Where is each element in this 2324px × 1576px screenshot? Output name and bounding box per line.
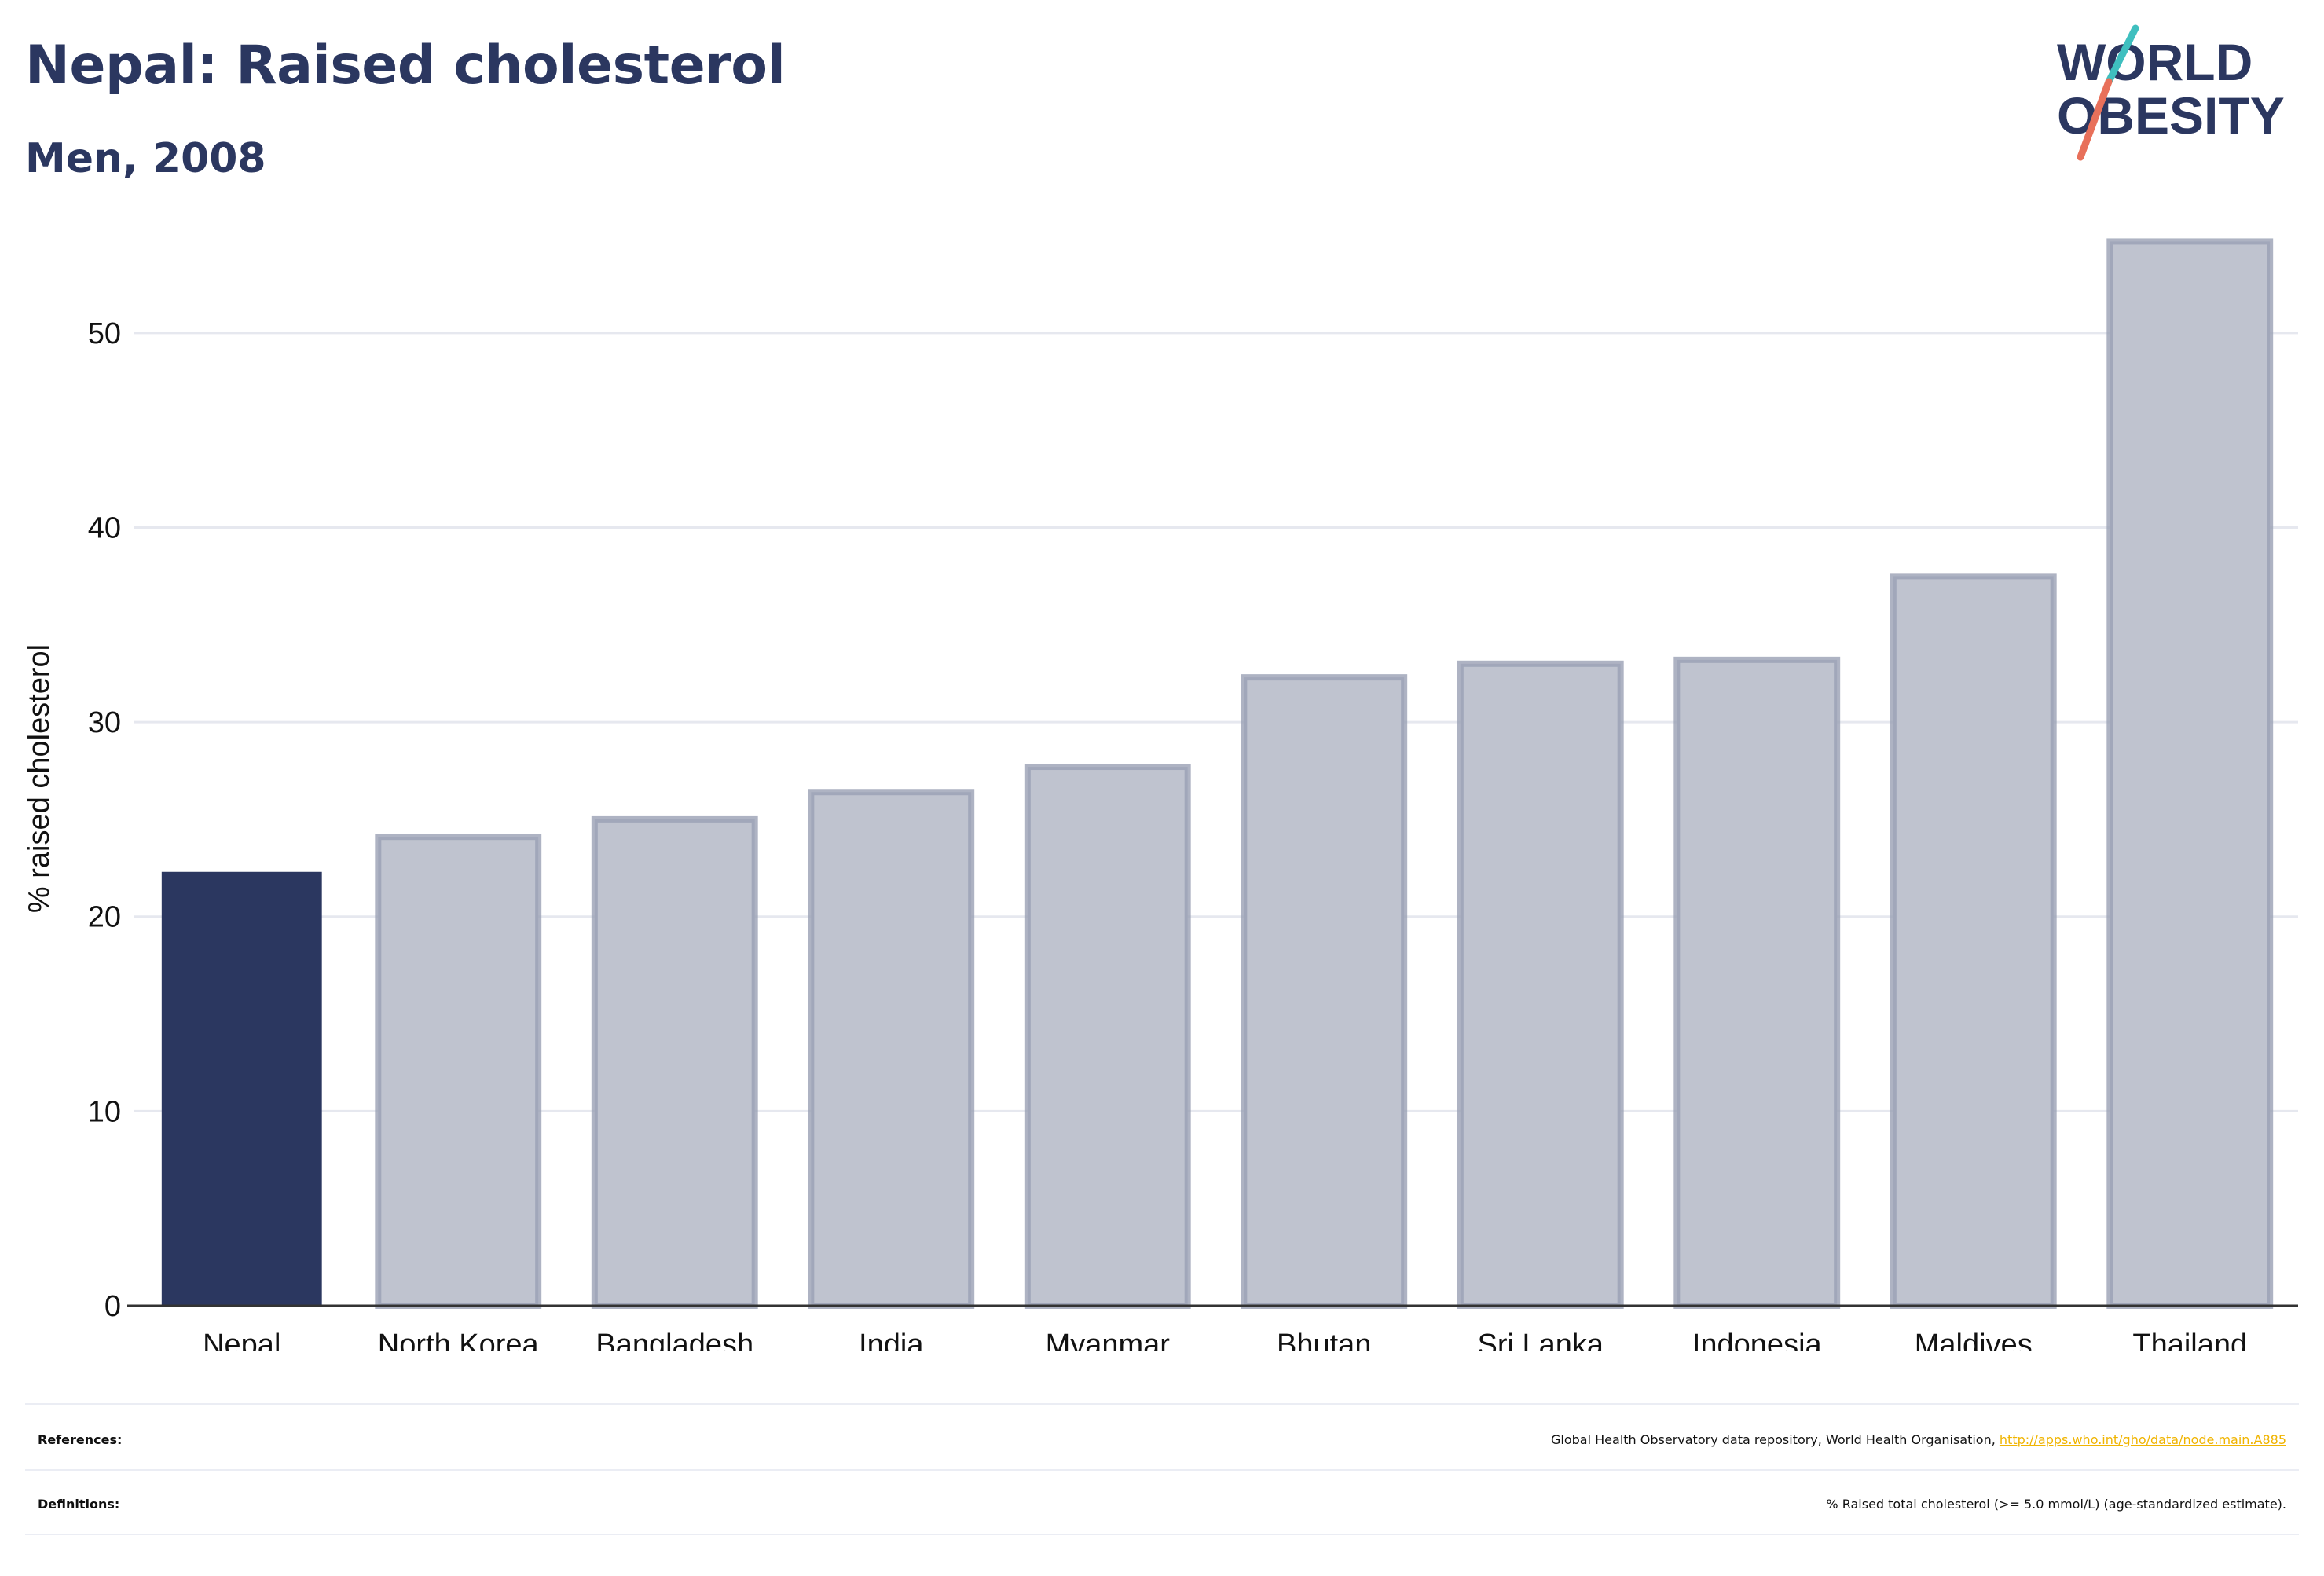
definitions-row: Definitions: % Raised total cholesterol …: [25, 1472, 2299, 1535]
bar-bhutan: [1241, 674, 1408, 1309]
x-tick-label: Bhutan: [1277, 1329, 1371, 1351]
references-label: References:: [38, 1431, 123, 1447]
y-tick-label: 50: [88, 317, 121, 350]
logo-slash-teal: [2105, 24, 2139, 86]
logo-slash-coral: [2077, 78, 2113, 161]
x-tick-label: Nepal: [203, 1329, 280, 1351]
y-tick-label: 10: [88, 1095, 121, 1128]
y-tick-label: 0: [104, 1290, 121, 1323]
references-text: Global Health Observatory data repositor…: [1551, 1431, 2000, 1447]
x-tick-label: Thailand: [2132, 1329, 2247, 1351]
bar-india: [808, 789, 975, 1309]
definitions-label: Definitions:: [38, 1496, 120, 1512]
definitions-value: % Raised total cholesterol (>= 5.0 mmol/…: [1826, 1496, 2286, 1512]
chart-title: Nepal: Raised cholesterol: [25, 35, 786, 97]
chart-subtitle: Men, 2008: [25, 135, 266, 182]
y-tick-label: 40: [88, 511, 121, 544]
x-tick-label: Maldives: [1915, 1329, 2033, 1351]
bar-nepal: [161, 871, 322, 1306]
logo-line1: WORLD: [2057, 33, 2253, 91]
bar-sri-lanka: [1457, 660, 1624, 1309]
bar-thailand: [2106, 238, 2274, 1309]
x-tick-label: Indonesia: [1692, 1329, 1823, 1351]
x-tick-label: Myanmar: [1046, 1329, 1171, 1351]
axes: 0 10 20 30 40 50 Nepal North Korea Bangladesh Ind…: [88, 317, 2298, 1351]
bar-maldives: [1890, 573, 2057, 1309]
world-obesity-logo: WORLD OBESITY: [2057, 24, 2285, 161]
x-tick-label: Bangladesh: [596, 1329, 753, 1351]
bar-indonesia: [1673, 656, 1841, 1309]
footer-divider-bottom: [25, 1534, 2299, 1535]
x-tick-label: India: [859, 1329, 924, 1351]
footer-divider-top: [25, 1403, 2299, 1405]
bar-north-korea: [375, 834, 542, 1310]
x-tick-label: Sri Lanka: [1477, 1329, 1604, 1351]
references-row: References: Global Health Observatory da…: [25, 1408, 2299, 1471]
y-tick-label: 20: [88, 901, 121, 934]
references-value: Global Health Observatory data repositor…: [1551, 1432, 2299, 1447]
bar-bangladesh: [591, 815, 758, 1309]
bar-chart: 0 10 20 30 40 50 Nepal North Korea Bangladesh Ind…: [23, 238, 2298, 1351]
x-tick-label: North Korea: [378, 1329, 540, 1351]
y-tick-label: 30: [88, 706, 121, 739]
references-link[interactable]: http://apps.who.int/gho/data/node.main.A…: [1999, 1431, 2286, 1447]
bars: [161, 238, 2274, 1310]
bar-myanmar: [1024, 764, 1191, 1309]
footer-divider-middle: [25, 1469, 2299, 1471]
y-axis-label: % raised cholesterol: [23, 644, 56, 913]
